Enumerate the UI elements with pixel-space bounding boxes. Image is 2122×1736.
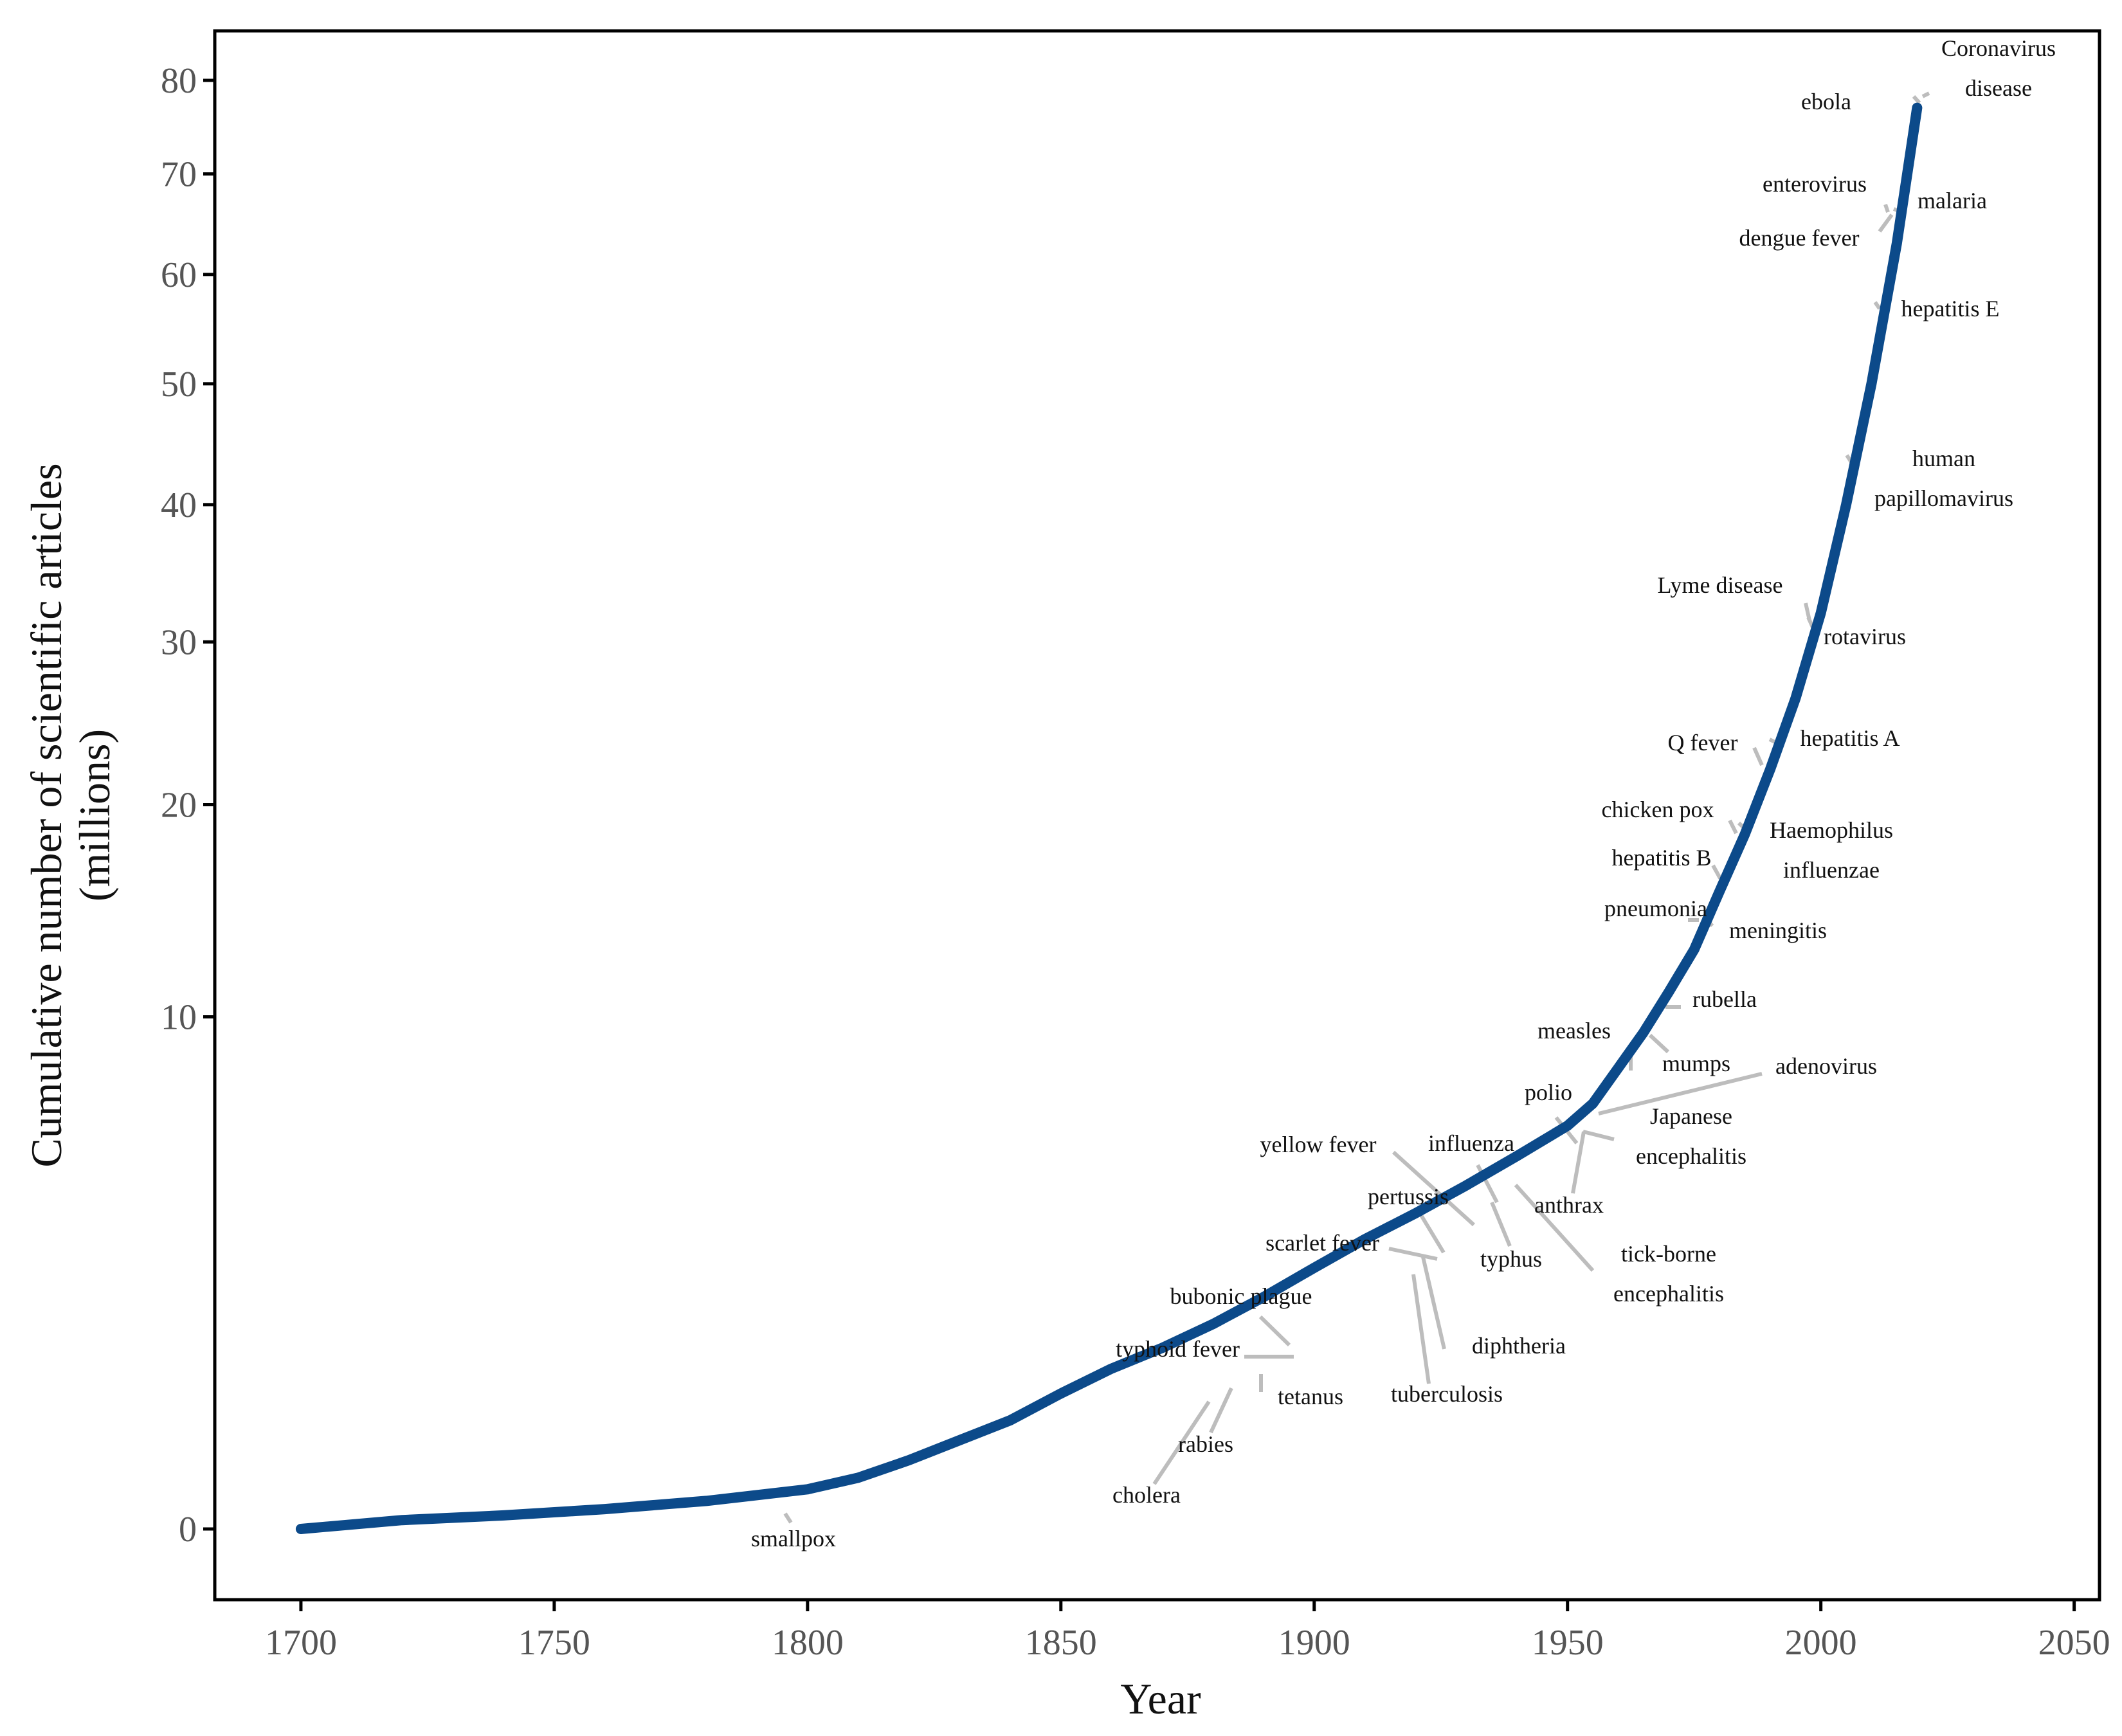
annotation-label: pertussis [1368, 1184, 1449, 1209]
plot-border [213, 29, 2101, 1602]
annotation-leader [1419, 1214, 1446, 1254]
annotation-leader [1711, 864, 1722, 880]
annotation-leader [1728, 819, 1738, 835]
x-tick-label: 1850 [1025, 1623, 1097, 1663]
y-tick-label: 10 [161, 997, 197, 1037]
annotation-leader [1392, 1150, 1476, 1227]
annotation-leader [1648, 1033, 1670, 1054]
y-axis-title-line2: (millions) [70, 729, 119, 901]
annotation-label: yellow fever [1260, 1132, 1377, 1157]
annotation-label: enterovirus [1763, 171, 1867, 197]
y-axis-ticks: 0 10 20 30 40 50 60 70 80 [161, 61, 215, 1550]
annotation-leader [1411, 1274, 1431, 1384]
y-tick-label: 30 [161, 622, 197, 662]
annotation-label: cholera [1112, 1482, 1181, 1508]
annotation-leader [1883, 204, 1890, 213]
annotation-label: tick-borne encephalitis [1613, 1241, 1724, 1307]
annotation-label: rubella [1692, 986, 1757, 1012]
annotation-label: meningitis [1729, 918, 1827, 943]
y-axis-title-line1: Cumulative number of scientific articles [22, 463, 71, 1167]
x-tick-label: 1950 [1532, 1623, 1604, 1663]
annotation-label: Coronavirus disease [1941, 35, 2056, 101]
annotation-leader [1752, 746, 1764, 766]
annotation-leader [1490, 1201, 1512, 1247]
x-tick-label: 1800 [772, 1623, 844, 1663]
annotation-leader [1388, 1247, 1438, 1261]
x-axis-title: Year [1120, 1674, 1201, 1723]
annotation-label: polio [1525, 1080, 1572, 1105]
annotation-label: hepatitis E [1901, 296, 2000, 321]
y-tick-label: 0 [179, 1510, 197, 1550]
annotation-label: malaria [1918, 188, 1987, 213]
annotation-leader [1873, 301, 1882, 310]
annotation-leader [1209, 1387, 1233, 1434]
annotation-label: Japanese encephalitis [1636, 1103, 1746, 1169]
annotation-label: measles [1537, 1018, 1611, 1044]
annotation-label: dengue fever [1739, 225, 1860, 251]
y-tick-label: 20 [161, 786, 197, 826]
annotation-leader [1258, 1315, 1291, 1347]
annotation-label: adenovirus [1775, 1053, 1877, 1079]
annotation-label: influenza [1428, 1130, 1514, 1156]
y-tick-label: 50 [161, 365, 197, 404]
annotation-label: bubonic plague [1170, 1283, 1312, 1309]
y-tick-label: 60 [161, 255, 197, 295]
y-tick-label: 40 [161, 485, 197, 525]
annotation-label: pneumonia [1604, 896, 1707, 921]
annotation-label: hepatitis B [1612, 845, 1712, 871]
annotation-label: typhus [1480, 1246, 1542, 1272]
annotation-label: rabies [1178, 1431, 1233, 1457]
annotation-leader [1582, 1130, 1615, 1141]
annotation-label: tuberculosis [1391, 1381, 1503, 1407]
annotation-label: rotavirus [1824, 624, 1906, 649]
annotation-label: hepatitis A [1800, 725, 1900, 751]
x-tick-label: 1900 [1278, 1623, 1350, 1663]
annotation-label: mumps [1662, 1051, 1730, 1076]
annotation-leader [1598, 1072, 1763, 1116]
annotation-leader [1912, 95, 1921, 105]
annotation-leader [1514, 1183, 1595, 1272]
annotation-leader [1152, 1400, 1211, 1485]
x-tick-label: 1700 [265, 1623, 337, 1663]
y-tick-label: 80 [161, 61, 197, 101]
series-line [295, 102, 1923, 1534]
annotation-label: ebola [1801, 89, 1851, 114]
x-tick-label: 1750 [518, 1623, 590, 1663]
annotation-label: Haemophilus influenzae [1770, 817, 1893, 883]
annotation-label: anthrax [1534, 1192, 1604, 1218]
annotation-leader [1921, 91, 1930, 98]
annotation-leader [1878, 213, 1894, 233]
annotation-label: smallpox [751, 1526, 836, 1551]
annotation-label: typhoid fever [1116, 1336, 1240, 1362]
annotation-labels: smallpox cholera rabies tetanus typhoid feve… [751, 35, 2056, 1551]
annotation-label: scarlet fever [1265, 1230, 1379, 1256]
annotation-label: chicken pox [1602, 797, 1714, 822]
x-axis-ticks: 1700 1750 1800 1850 1900 1950 2000 2050 [265, 1600, 2110, 1663]
annotation-label: diphtheria [1472, 1333, 1566, 1359]
annotation-label: Q fever [1668, 730, 1738, 755]
annotation-leader [783, 1512, 793, 1524]
annotation-leader [1421, 1256, 1446, 1350]
y-tick-label: 70 [161, 155, 197, 195]
x-tick-label: 2050 [2038, 1623, 2110, 1663]
annotation-label: tetanus [1278, 1384, 1343, 1409]
x-tick-label: 2000 [1785, 1623, 1857, 1663]
annotation-leader [1571, 1131, 1586, 1194]
annotation-label: human papillomavirus [1874, 446, 2013, 511]
annotation-label: Lyme disease [1658, 572, 1783, 598]
